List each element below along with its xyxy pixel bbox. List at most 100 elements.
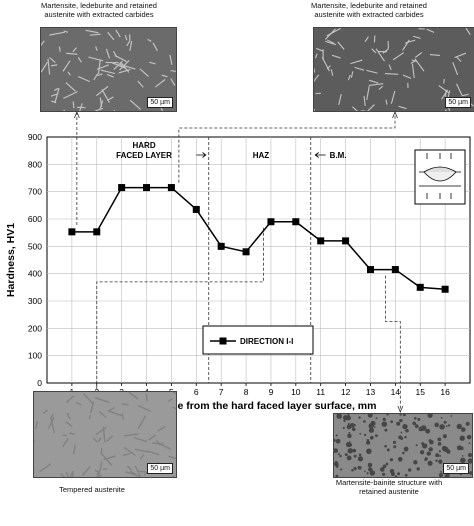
texture-stroke: [363, 95, 366, 106]
texture-stroke: [337, 41, 345, 50]
texture-grain: [369, 470, 376, 476]
texture-grain: [402, 451, 405, 455]
texture-stroke: [102, 426, 106, 443]
texture-grain: [405, 449, 408, 452]
texture-stroke: [314, 68, 316, 73]
texture-stroke: [99, 100, 104, 110]
texture-grain: [404, 473, 408, 477]
texture-grain: [358, 416, 361, 419]
texture-grain: [447, 424, 451, 427]
texture-grain: [381, 421, 388, 427]
texture-grain: [405, 429, 409, 433]
texture-stroke: [369, 79, 379, 84]
texture-stroke: [73, 444, 76, 455]
x-tick-label: 16: [440, 387, 450, 397]
texture-grain: [428, 414, 432, 418]
data-point: [441, 285, 449, 293]
texture-grain: [417, 417, 421, 421]
texture-grain: [427, 460, 433, 466]
texture-grain: [459, 424, 462, 428]
texture-grain: [393, 445, 397, 449]
texture-stroke: [88, 414, 92, 420]
x-tick-label: 13: [366, 387, 376, 397]
texture-stroke: [364, 36, 369, 43]
texture-stroke: [60, 473, 66, 477]
texture-stroke: [137, 404, 151, 412]
texture-grain: [460, 427, 466, 432]
texture-grain: [337, 453, 341, 456]
texture-stroke: [455, 56, 462, 62]
legend: DIRECTION I-I: [202, 325, 314, 355]
texture-grain: [467, 458, 472, 464]
texture-stroke: [170, 78, 176, 86]
texture-grain: [347, 422, 350, 425]
texture-stroke: [367, 104, 375, 111]
texture-grain: [402, 423, 408, 430]
texture-grain: [339, 454, 342, 458]
scale-bar-label: 50 µm: [445, 97, 471, 108]
texture-grain: [380, 467, 385, 472]
texture-stroke: [106, 73, 114, 78]
texture-grain: [468, 442, 471, 444]
texture-stroke: [352, 106, 358, 111]
texture-stroke: [151, 442, 164, 445]
texture-grain: [460, 457, 466, 464]
texture-stroke: [94, 107, 104, 111]
connector-arrowhead: [397, 405, 404, 414]
texture-grain: [363, 470, 366, 473]
texture-stroke: [78, 76, 90, 83]
texture-grain: [335, 464, 339, 468]
texture-stroke: [121, 413, 125, 420]
texture-stroke: [447, 107, 451, 111]
texture-stroke: [122, 452, 131, 457]
texture-grain: [367, 462, 373, 468]
texture-stroke: [314, 109, 316, 111]
texture-stroke: [129, 40, 133, 51]
texture-stroke: [107, 410, 123, 417]
texture-stroke: [398, 105, 407, 110]
texture-grain: [446, 449, 451, 454]
texture-stroke: [371, 48, 377, 54]
texture-stroke: [115, 29, 121, 38]
y-tick-label: 300: [28, 296, 42, 306]
texture-grain: [335, 438, 341, 444]
zone-arrow-right: [196, 152, 207, 158]
micrograph-top-right: 50 µm: [313, 27, 474, 112]
legend-marker: [219, 337, 227, 345]
x-tick-label: 9: [269, 387, 274, 397]
texture-grain: [382, 472, 386, 476]
texture-stroke: [158, 443, 172, 450]
texture-stroke: [65, 82, 76, 92]
texture-grain: [438, 450, 441, 453]
texture-grain: [461, 455, 464, 457]
texture-grain: [374, 434, 378, 438]
texture-stroke: [81, 465, 91, 477]
zone-label-haz: HAZ: [253, 151, 270, 160]
texture-stroke: [154, 78, 166, 88]
texture-stroke: [63, 109, 65, 111]
weld-section-icon: [414, 149, 466, 205]
texture-stroke: [106, 435, 114, 442]
texture-stroke: [82, 393, 94, 405]
texture-grain: [396, 421, 401, 426]
texture-stroke: [112, 62, 127, 70]
texture-stroke: [426, 28, 435, 33]
texture-stroke: [326, 65, 331, 70]
texture-stroke: [172, 406, 176, 410]
texture-stroke: [350, 71, 354, 78]
texture-stroke: [152, 42, 158, 52]
micrograph-bottom-left: 50 µm: [33, 391, 177, 478]
texture-stroke: [62, 437, 69, 448]
texture-stroke: [105, 48, 111, 59]
texture-grain: [351, 427, 356, 432]
texture-grain: [368, 427, 375, 433]
texture-grain: [392, 440, 397, 444]
texture-stroke: [392, 52, 405, 61]
texture-stroke: [384, 73, 399, 75]
texture-grain: [450, 415, 453, 417]
texture-grain: [384, 428, 388, 432]
micrograph-top-left: 50 µm: [40, 27, 177, 112]
texture-stroke: [375, 48, 385, 62]
texture-stroke: [72, 101, 75, 109]
texture-grain: [445, 425, 448, 428]
